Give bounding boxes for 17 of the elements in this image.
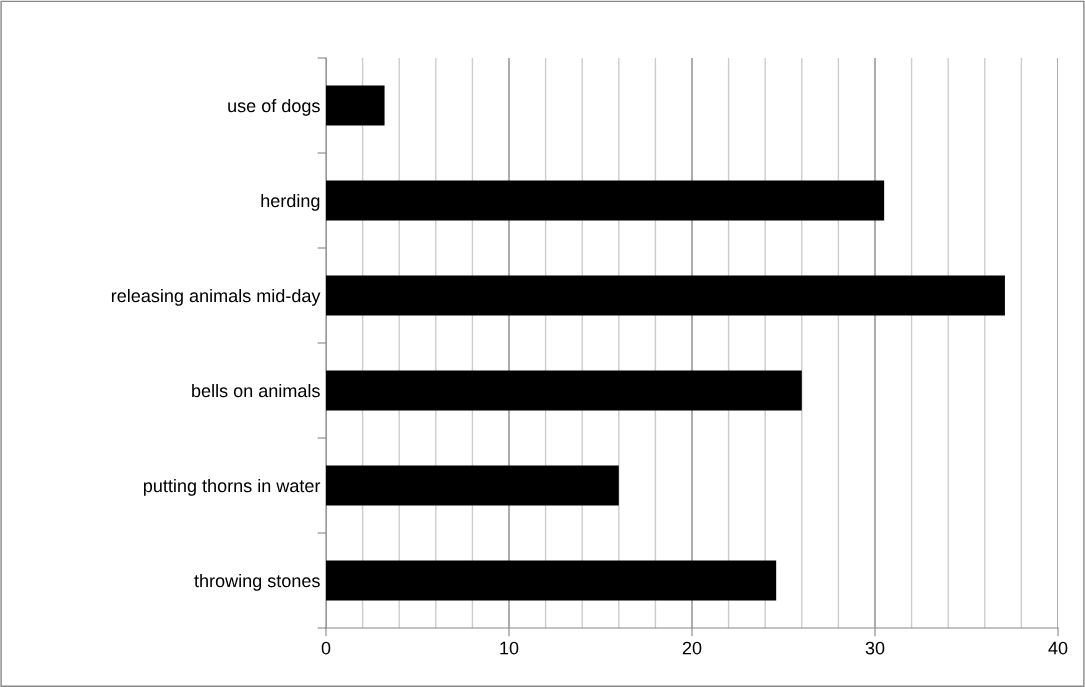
bar (326, 180, 885, 221)
y-tick-label: use of dogs (228, 98, 320, 116)
x-tick-label: 40 (1048, 641, 1068, 655)
x-tick-label: 20 (682, 641, 702, 655)
bar (326, 85, 385, 126)
x-tick-label: 0 (321, 641, 331, 655)
bar (326, 370, 802, 411)
y-tick-label: herding (261, 193, 320, 211)
y-tick-label: putting thorns in water (143, 478, 321, 496)
bar (326, 560, 777, 601)
bar (326, 275, 1005, 316)
y-tick-label: bells on animals (192, 383, 320, 398)
y-tick-label: releasing animals mid-day (111, 288, 321, 306)
x-tick-label: 30 (865, 641, 885, 655)
bar (326, 465, 619, 506)
y-tick-label: throwing stones (194, 573, 320, 591)
x-tick-label: 10 (500, 641, 519, 655)
